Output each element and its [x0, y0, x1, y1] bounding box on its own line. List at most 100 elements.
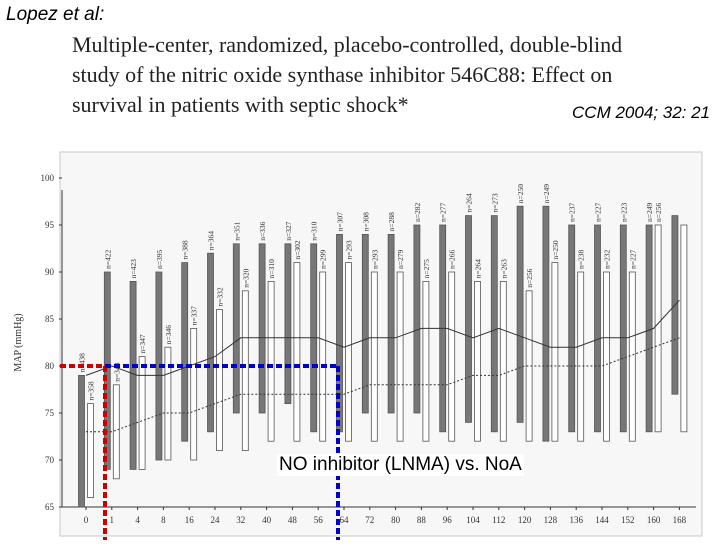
x-tick-label: 160	[647, 515, 661, 525]
range-bar-light	[112, 384, 120, 480]
range-bar-light	[87, 403, 94, 499]
x-tick-label: 152	[621, 515, 635, 525]
n-label-light: n=348	[112, 362, 121, 381]
y-tick-label: 85	[45, 314, 55, 324]
n-label-light: n=238	[577, 250, 586, 269]
n-label-light: n=232	[603, 250, 612, 269]
n-label-light: n=227	[628, 250, 637, 269]
range-bar-dark	[542, 205, 550, 442]
n-label-dark: n=388	[181, 240, 190, 259]
y-tick-label: 90	[45, 267, 55, 277]
n-label-dark: n=223	[619, 203, 628, 222]
x-tick-label: 0	[84, 515, 89, 525]
range-bar-light	[474, 280, 481, 442]
range-bar-dark	[490, 215, 498, 433]
x-tick-label: 120	[518, 515, 532, 525]
y-tick-label: 80	[45, 361, 55, 371]
range-bar-dark	[594, 224, 601, 433]
range-bar-light	[190, 327, 198, 461]
x-tick-label: 48	[288, 515, 298, 525]
x-tick-label: 80	[391, 515, 401, 525]
range-bar-light	[319, 271, 327, 442]
range-bar-light	[577, 271, 585, 442]
range-bar-light	[448, 271, 456, 442]
n-label-light: n=275	[422, 259, 431, 278]
range-bar-light	[216, 309, 223, 452]
range-bar-dark	[413, 224, 421, 414]
citation: CCM 2004; 32: 21	[572, 103, 710, 122]
range-bar-light	[370, 271, 378, 442]
range-bar-light	[241, 290, 249, 452]
n-label-dark: n=308	[361, 212, 370, 231]
n-label-light: n=337	[190, 306, 199, 325]
range-bar-light	[628, 271, 636, 442]
range-bar-dark	[465, 215, 472, 423]
y-tick-label: 65	[45, 502, 55, 512]
n-label-light: n=266	[448, 250, 457, 269]
n-label-dark: n=364	[207, 231, 216, 250]
n-label-dark: n=273	[490, 193, 499, 212]
x-tick-label: 1	[110, 515, 115, 525]
n-label-dark: n=336	[258, 221, 267, 240]
range-bar-dark	[284, 243, 292, 405]
x-tick-label: 144	[595, 515, 609, 525]
y-tick-label: 75	[45, 408, 55, 418]
n-label-dark: n=310	[310, 221, 319, 240]
range-bar-dark	[258, 243, 266, 414]
x-tick-label: 112	[492, 515, 505, 525]
n-label-light: n=302	[293, 240, 302, 259]
range-bar-light	[654, 224, 662, 433]
n-label-dark: n=237	[568, 203, 577, 222]
range-bar-light	[680, 224, 688, 433]
n-label-dark: n=327	[284, 221, 293, 240]
n-label-light: n=256	[525, 268, 534, 287]
mean-line-light	[86, 337, 680, 433]
n-label-light: n=250	[551, 240, 560, 259]
n-label-light: n=332	[216, 287, 225, 306]
n-label-dark: n=422	[103, 250, 112, 269]
y-tick-label: 95	[45, 220, 55, 230]
range-bar-light	[345, 262, 352, 442]
n-label-light: n=293	[345, 240, 354, 259]
n-label-dark: n=288	[387, 212, 396, 231]
x-tick-label: 96	[443, 515, 453, 525]
n-label-dark: n=227	[594, 203, 603, 222]
range-bar-light	[293, 262, 301, 442]
n-label-light: n=358	[87, 381, 96, 400]
range-bar-dark	[181, 262, 189, 442]
n-label-light: n=264	[474, 259, 483, 278]
range-bar-dark	[232, 243, 240, 414]
n-label-dark: n=307	[336, 212, 345, 231]
x-tick-label: 104	[466, 515, 480, 525]
n-label-light: n=279	[396, 250, 405, 269]
n-label-dark: n=249	[645, 203, 654, 222]
n-label-dark: n=282	[413, 203, 422, 222]
x-tick-label: 24	[211, 515, 221, 525]
y-axis-label: MAP (mmHg)	[13, 313, 24, 371]
x-tick-label: 72	[365, 515, 374, 525]
x-tick-label: 4	[135, 515, 140, 525]
x-tick-label: 56	[314, 515, 324, 525]
n-label-light: n=263	[499, 259, 508, 278]
n-label-dark: n=423	[129, 259, 138, 278]
n-label-light: n=320	[241, 268, 250, 287]
x-tick-label: 88	[417, 515, 427, 525]
x-tick-label: 64	[340, 515, 350, 525]
range-bar-dark	[387, 234, 395, 414]
range-bar-dark	[78, 374, 85, 508]
x-tick-label: 32	[236, 515, 245, 525]
title-line-1: Multiple-center, randomized, placebo-con…	[72, 32, 623, 57]
range-bar-light	[138, 356, 146, 470]
n-label-light: n=346	[164, 325, 173, 344]
n-label-light: n=347	[138, 334, 147, 353]
range-bar-dark	[645, 224, 653, 433]
y-tick-label: 100	[41, 173, 55, 183]
mean-line-dark	[85, 299, 680, 376]
range-bar-light	[603, 271, 610, 442]
n-label-light: n=299	[319, 250, 328, 269]
slide-title: Multiple-center, randomized, placebo-con…	[72, 30, 712, 120]
range-bar-light	[551, 262, 559, 442]
range-bar-dark	[207, 252, 214, 433]
range-bar-light	[164, 346, 172, 461]
